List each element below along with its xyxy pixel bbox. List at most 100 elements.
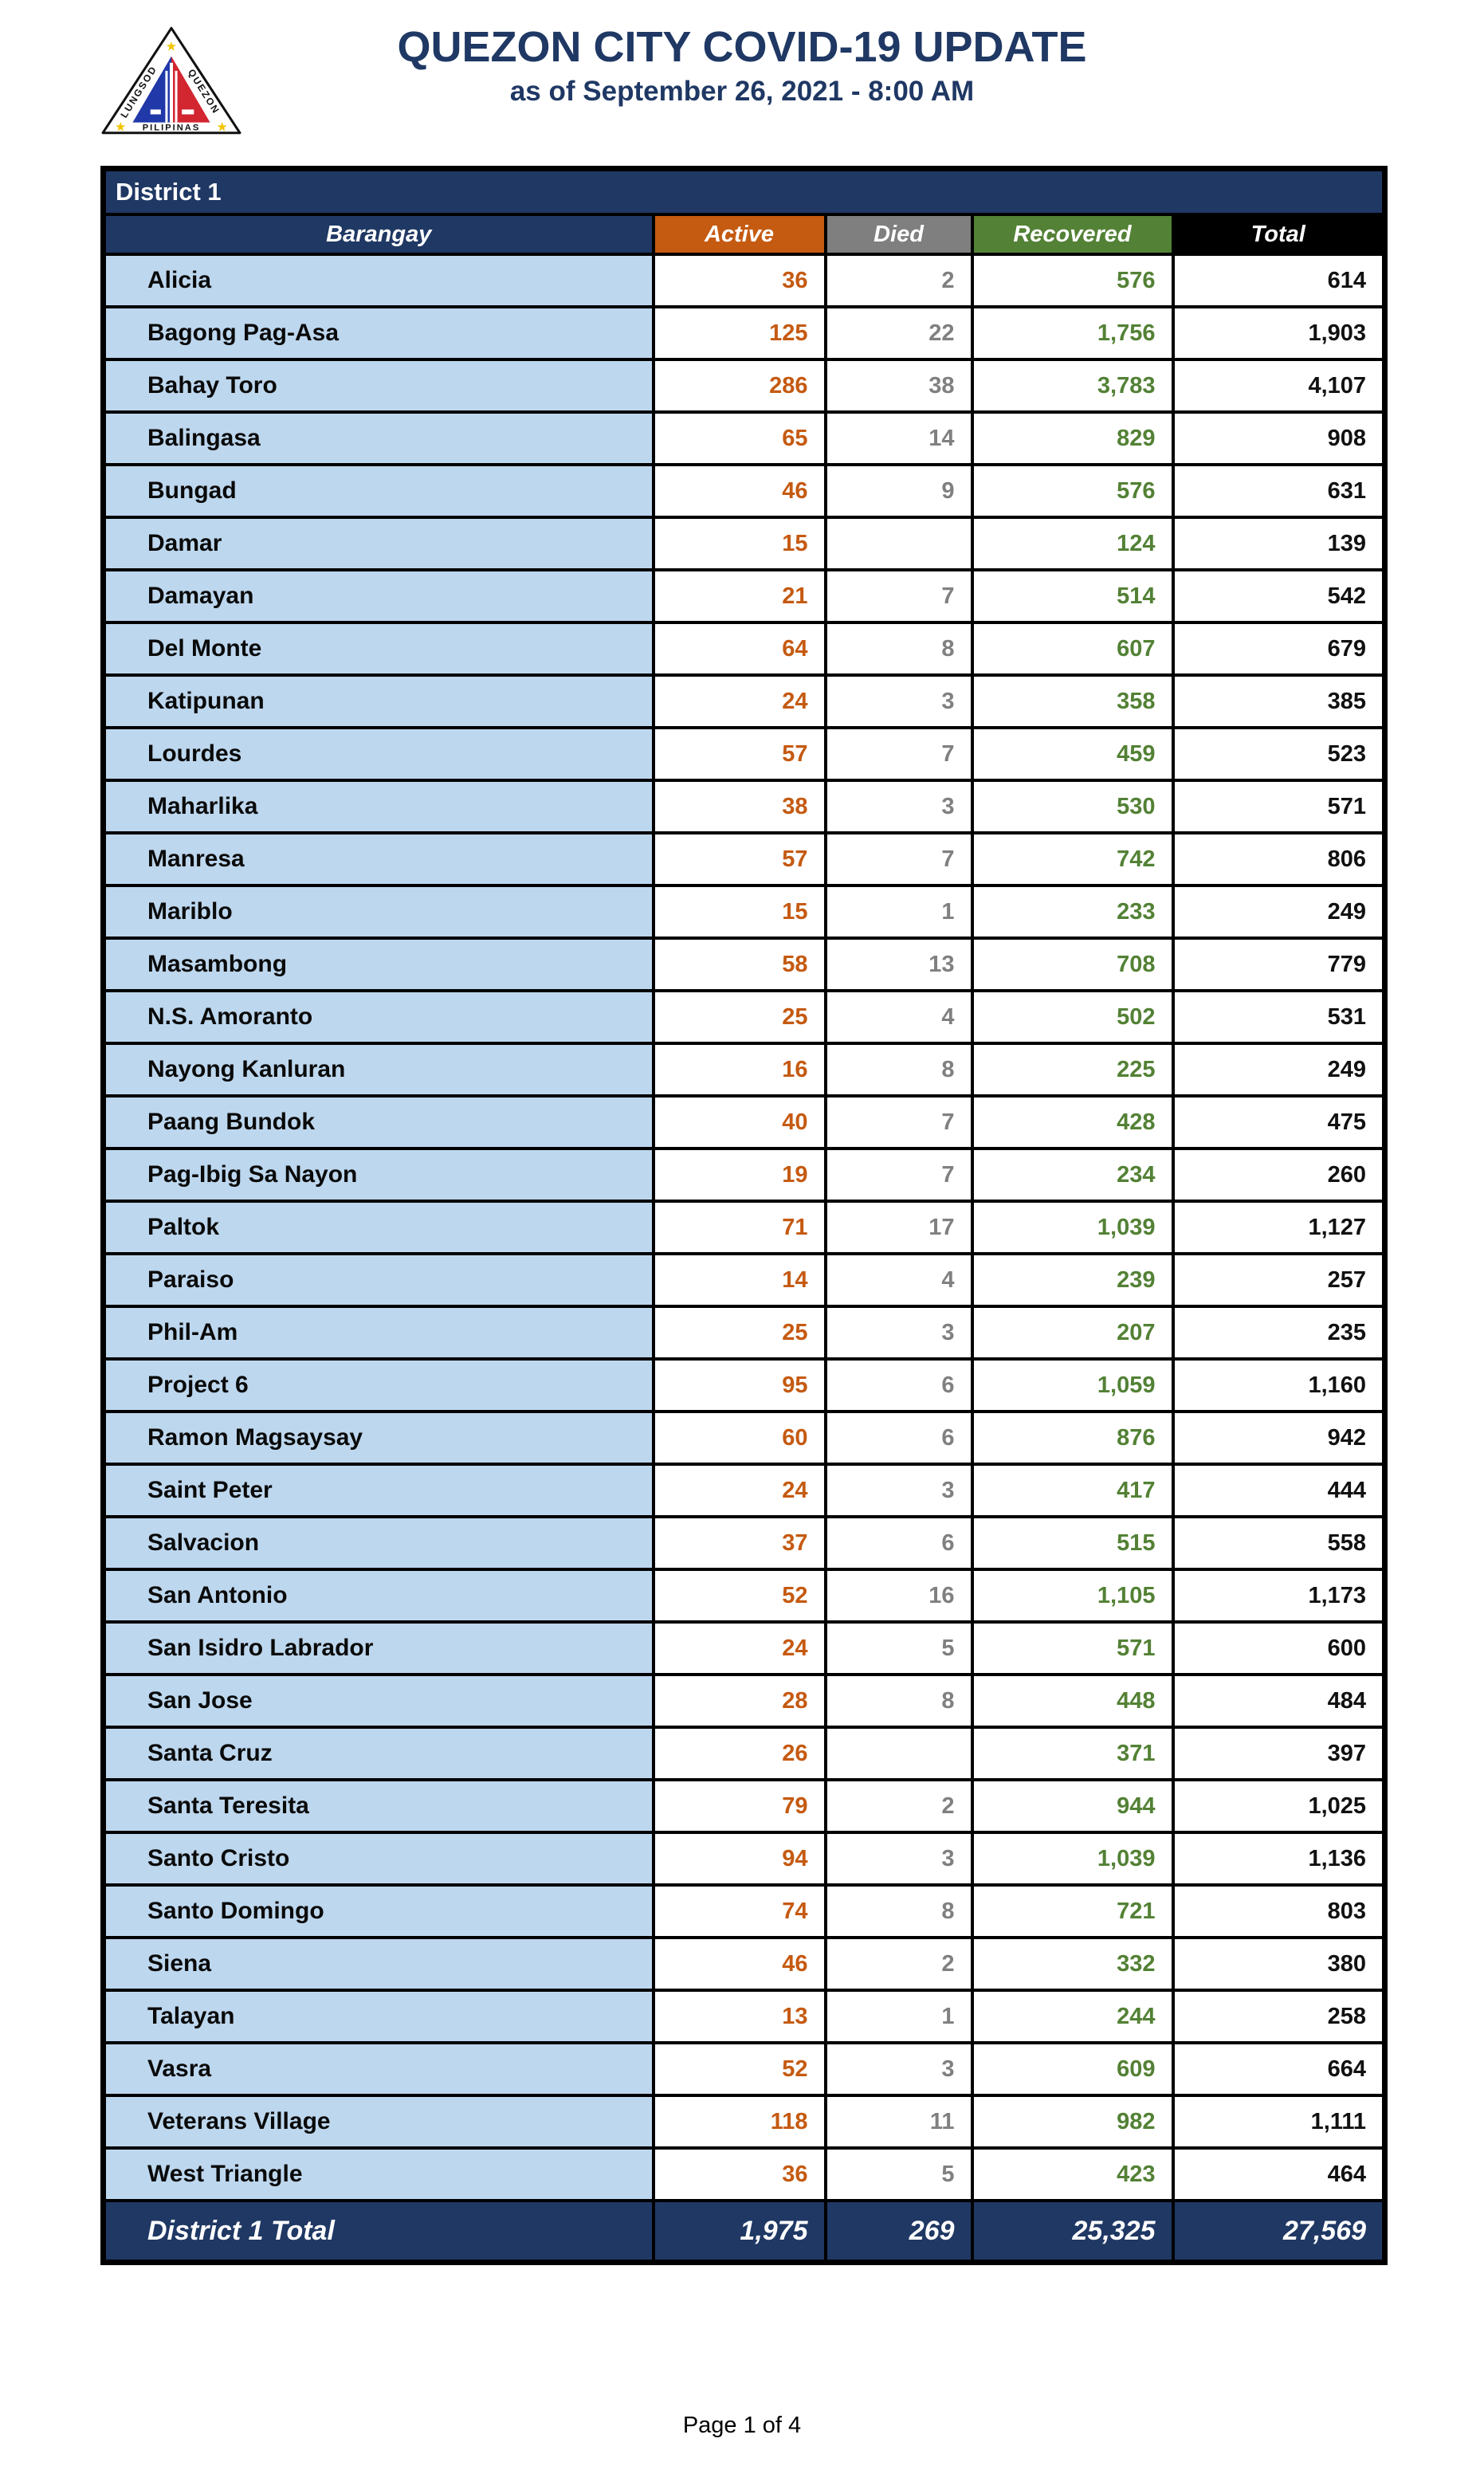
active-count-cell: 25 bbox=[651, 1305, 827, 1361]
active-count-cell: 79 bbox=[651, 1778, 827, 1834]
active-count-cell: 25 bbox=[651, 989, 827, 1045]
recovered-count-cell: 530 bbox=[970, 779, 1175, 834]
covid-table: District 1 Barangay Active Died Recovere… bbox=[100, 166, 1388, 2265]
barangay-name-cell: Damayan bbox=[101, 568, 655, 624]
table-row: Santo Cristo 94 3 1,039 1,136 bbox=[101, 1831, 1387, 1887]
total-count-cell: 380 bbox=[1171, 1936, 1387, 1992]
seal-text-bottom: PILIPINAS bbox=[143, 124, 201, 133]
died-count-cell: 9 bbox=[823, 463, 974, 519]
died-count-cell: 4 bbox=[823, 1252, 974, 1308]
total-count-cell: 908 bbox=[1171, 410, 1387, 466]
table-row: Salvacion 37 6 515 558 bbox=[101, 1515, 1387, 1571]
total-count-cell: 631 bbox=[1171, 463, 1387, 519]
total-count-cell: 385 bbox=[1171, 673, 1387, 729]
table-row: Damar 15 124 139 bbox=[101, 516, 1387, 571]
district-header-label: District 1 bbox=[101, 167, 1387, 216]
table-row: Siena 46 2 332 380 bbox=[101, 1936, 1387, 1992]
recovered-count-cell: 234 bbox=[970, 1147, 1175, 1203]
died-count-cell: 8 bbox=[823, 621, 974, 677]
district-total-died: 269 bbox=[823, 2199, 974, 2264]
died-count-cell: 1 bbox=[823, 1989, 974, 2044]
barangay-name-cell: Project 6 bbox=[101, 1357, 655, 1413]
recovered-count-cell: 1,039 bbox=[970, 1200, 1175, 1255]
recovered-count-cell: 332 bbox=[970, 1936, 1175, 1992]
district-total-total: 27,569 bbox=[1171, 2199, 1387, 2264]
died-count-cell: 5 bbox=[823, 1620, 974, 1676]
active-count-cell: 40 bbox=[651, 1094, 827, 1150]
table-row: Veterans Village 118 11 982 1,111 bbox=[101, 2094, 1387, 2150]
total-count-cell: 1,160 bbox=[1171, 1357, 1387, 1413]
barangay-name-cell: Del Monte bbox=[101, 621, 655, 677]
total-count-cell: 258 bbox=[1171, 1989, 1387, 2044]
active-count-cell: 46 bbox=[651, 1936, 827, 1992]
recovered-count-cell: 742 bbox=[970, 831, 1175, 887]
barangay-name-cell: Balingasa bbox=[101, 410, 655, 466]
barangay-name-cell: Paltok bbox=[101, 1200, 655, 1255]
total-count-cell: 484 bbox=[1171, 1673, 1387, 1729]
total-count-cell: 531 bbox=[1171, 989, 1387, 1045]
barangay-name-cell: Santo Cristo bbox=[101, 1831, 655, 1887]
recovered-count-cell: 1,059 bbox=[970, 1357, 1175, 1413]
barangay-name-cell: Bungad bbox=[101, 463, 655, 519]
recovered-count-cell: 3,783 bbox=[970, 358, 1175, 414]
barangay-name-cell: Veterans Village bbox=[101, 2094, 655, 2150]
barangay-name-cell: Bahay Toro bbox=[101, 358, 655, 414]
recovered-count-cell: 502 bbox=[970, 989, 1175, 1045]
died-count-cell: 8 bbox=[823, 1673, 974, 1729]
total-count-cell: 1,173 bbox=[1171, 1568, 1387, 1624]
total-count-cell: 464 bbox=[1171, 2146, 1387, 2202]
barangay-name-cell: Ramon Magsaysay bbox=[101, 1410, 655, 1466]
active-count-cell: 16 bbox=[651, 1042, 827, 1098]
table-row: Talayan 13 1 244 258 bbox=[101, 1989, 1387, 2044]
total-count-cell: 614 bbox=[1171, 253, 1387, 308]
seal-star-left-icon: ★ bbox=[115, 120, 126, 135]
total-count-cell: 1,136 bbox=[1171, 1831, 1387, 1887]
barangay-name-cell: West Triangle bbox=[101, 2146, 655, 2202]
died-count-cell: 14 bbox=[823, 410, 974, 466]
barangay-name-cell: Santo Domingo bbox=[101, 1883, 655, 1939]
table-row: San Isidro Labrador 24 5 571 600 bbox=[101, 1620, 1387, 1676]
active-count-cell: 24 bbox=[651, 1620, 827, 1676]
barangay-name-cell: Paraiso bbox=[101, 1252, 655, 1308]
died-count-cell: 3 bbox=[823, 1463, 974, 1518]
table-row: San Jose 28 8 448 484 bbox=[101, 1673, 1387, 1729]
page-footer: Page 1 of 4 bbox=[682, 2413, 802, 2438]
page-subtitle: as of September 26, 2021 - 8:00 AM bbox=[509, 76, 975, 108]
recovered-count-cell: 233 bbox=[970, 884, 1175, 940]
total-count-cell: 1,127 bbox=[1171, 1200, 1387, 1255]
active-count-cell: 13 bbox=[651, 1989, 827, 2044]
seal-star-right-icon: ★ bbox=[216, 120, 227, 135]
table-row: Nayong Kanluran 16 8 225 249 bbox=[101, 1042, 1387, 1098]
total-count-cell: 523 bbox=[1171, 726, 1387, 782]
died-count-cell: 6 bbox=[823, 1515, 974, 1571]
table-row: Ramon Magsaysay 60 6 876 942 bbox=[101, 1410, 1387, 1466]
active-count-cell: 95 bbox=[651, 1357, 827, 1413]
col-header-recovered: Recovered bbox=[970, 213, 1175, 256]
total-count-cell: 4,107 bbox=[1171, 358, 1387, 414]
active-count-cell: 118 bbox=[651, 2094, 827, 2150]
page-title: QUEZON CITY COVID-19 UPDATE bbox=[397, 23, 1087, 71]
table-row: N.S. Amoranto 25 4 502 531 bbox=[101, 989, 1387, 1045]
seal-star-top-icon: ★ bbox=[166, 40, 177, 54]
district-header-row: District 1 bbox=[101, 167, 1387, 216]
died-count-cell: 7 bbox=[823, 568, 974, 624]
total-count-cell: 806 bbox=[1171, 831, 1387, 887]
barangay-name-cell: Santa Teresita bbox=[101, 1778, 655, 1834]
died-count-cell bbox=[823, 1726, 974, 1781]
barangay-name-cell: Nayong Kanluran bbox=[101, 1042, 655, 1098]
died-count-cell: 11 bbox=[823, 2094, 974, 2150]
col-header-total: Total bbox=[1171, 213, 1387, 256]
col-header-active: Active bbox=[651, 213, 827, 256]
died-count-cell: 16 bbox=[823, 1568, 974, 1624]
total-count-cell: 257 bbox=[1171, 1252, 1387, 1308]
died-count-cell: 7 bbox=[823, 831, 974, 887]
table-row: Santa Cruz 26 371 397 bbox=[101, 1726, 1387, 1781]
active-count-cell: 57 bbox=[651, 831, 827, 887]
active-count-cell: 57 bbox=[651, 726, 827, 782]
total-count-cell: 397 bbox=[1171, 1726, 1387, 1781]
recovered-count-cell: 358 bbox=[970, 673, 1175, 729]
recovered-count-cell: 607 bbox=[970, 621, 1175, 677]
barangay-name-cell: Salvacion bbox=[101, 1515, 655, 1571]
recovered-count-cell: 721 bbox=[970, 1883, 1175, 1939]
total-count-cell: 600 bbox=[1171, 1620, 1387, 1676]
